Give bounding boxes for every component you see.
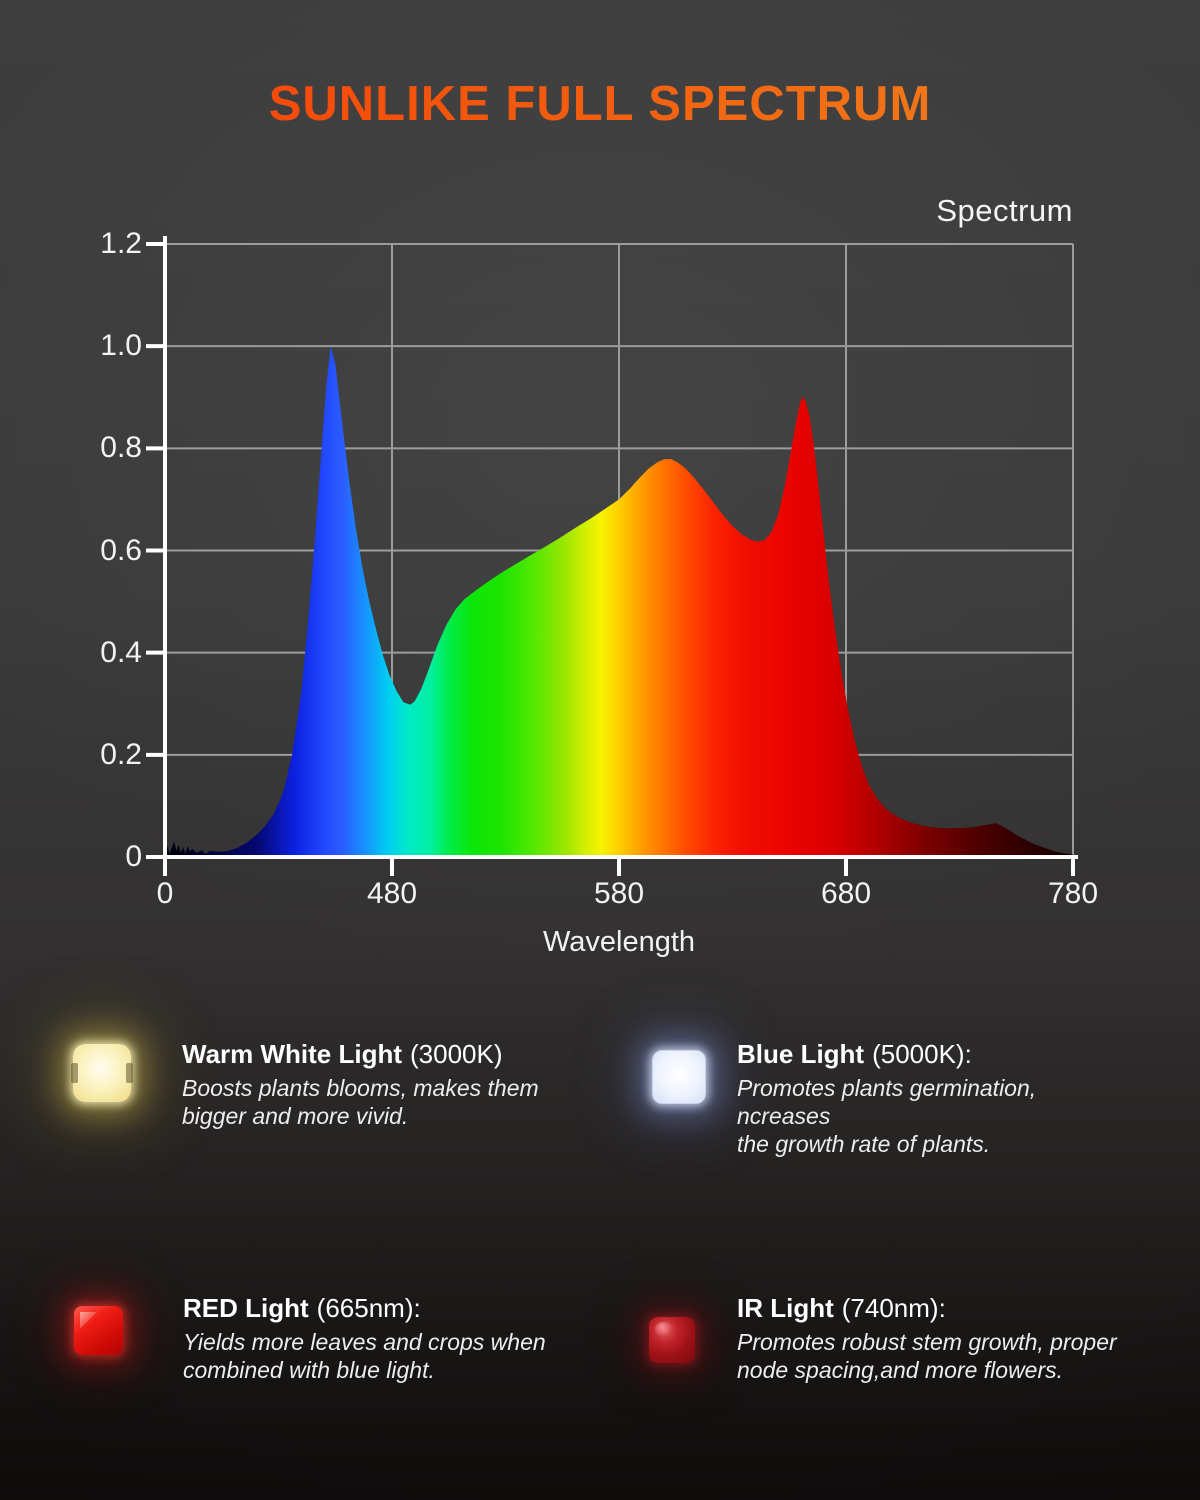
spectrum-chart	[165, 243, 1074, 857]
y-axis-tick-label: 0.4	[100, 635, 142, 669]
y-axis-tick-label: 0	[125, 840, 142, 873]
callout-title: Blue Light (5000K):	[737, 1039, 972, 1069]
y-axis-tick-label: 0.2	[100, 737, 142, 771]
legend-label: Spectrum	[936, 193, 1073, 228]
x-axis-tick-label: 580	[593, 877, 645, 910]
page-title: SUNLIKE FULL SPECTRUM	[0, 76, 1200, 132]
y-axis-tick-label: 1.2	[100, 227, 142, 260]
x-axis-title: Wavelength	[542, 926, 696, 958]
red-led-icon	[74, 1306, 123, 1355]
ir-light-callout: IR Light (740nm): Promotes robust stem gr…	[649, 1292, 1129, 1384]
callout-title: Warm White Light (3000K)	[182, 1039, 503, 1069]
y-axis-tick-label: 0.8	[100, 431, 142, 465]
callout-title: IR Light (740nm):	[737, 1293, 946, 1323]
blue-led-icon	[652, 1050, 706, 1104]
callout-description: Boosts plants blooms, makes them bigger …	[182, 1075, 539, 1129]
warm-white-callout: Warm White Light (3000K) Boosts plants bl…	[73, 1038, 553, 1130]
callout-description: Promotes plants germination, ncreases th…	[737, 1075, 1037, 1157]
x-axis-tick-label: 680	[820, 877, 872, 910]
x-axis-tick-label: 780	[1047, 877, 1099, 910]
y-axis-tick-label: 1.0	[100, 329, 142, 363]
y-axis-tick-label: 0.6	[100, 533, 142, 567]
callout-description: Promotes robust stem growth, proper node…	[737, 1329, 1117, 1383]
x-axis-tick-label: 480	[366, 877, 418, 910]
warm-white-led-icon	[73, 1044, 131, 1102]
x-axis-tick-label: 0	[156, 877, 174, 910]
callout-title: RED Light (665nm):	[183, 1293, 421, 1323]
red-light-callout: RED Light (665nm): Yields more leaves and…	[74, 1292, 554, 1384]
ir-led-icon	[649, 1317, 695, 1363]
callout-description: Yields more leaves and crops when combin…	[183, 1329, 546, 1383]
blue-light-callout: Blue Light (5000K): Promotes plants germi…	[652, 1038, 1132, 1158]
